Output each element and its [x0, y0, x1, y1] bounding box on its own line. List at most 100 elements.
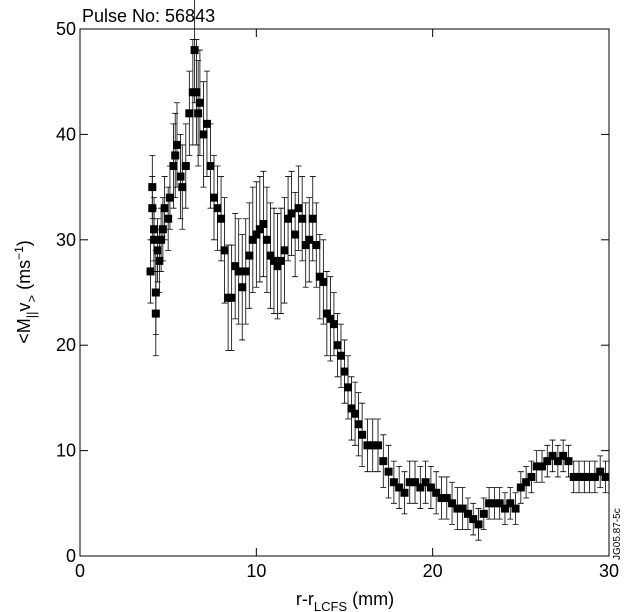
data-point [379, 457, 388, 466]
data-point [329, 320, 338, 329]
data-point [319, 277, 328, 286]
data-point [516, 483, 525, 492]
data-point [358, 430, 367, 439]
data-point [195, 98, 204, 107]
data-point [262, 235, 271, 244]
data-point [269, 256, 278, 265]
data-point [405, 478, 414, 487]
y-tick-label: 30 [56, 230, 76, 250]
y-axis-label: <M||v> (ms−1) [12, 240, 39, 344]
data-point [400, 488, 409, 497]
data-point [153, 246, 162, 255]
data-point [266, 251, 275, 260]
x-tick-label: 30 [599, 561, 619, 581]
data-point [580, 472, 589, 481]
data-point [432, 488, 441, 497]
data-point [448, 499, 457, 508]
data-point [171, 151, 180, 160]
data-point [469, 515, 478, 524]
data-point [333, 341, 342, 350]
data-point [559, 451, 568, 460]
data-point [416, 483, 425, 492]
data-point [241, 267, 250, 276]
data-point [347, 404, 356, 413]
data-point [164, 214, 173, 223]
data-point [231, 262, 240, 271]
x-tick-label: 20 [423, 561, 443, 581]
data-point [210, 193, 219, 202]
data-point [206, 162, 215, 171]
data-point [315, 272, 324, 281]
data-point [252, 230, 261, 239]
data-point [192, 88, 201, 97]
data-point [217, 214, 226, 223]
data-point [354, 420, 363, 429]
data-point [548, 451, 557, 460]
data-point [280, 246, 289, 255]
data-point [463, 509, 472, 518]
data-point [245, 251, 254, 260]
data-point [160, 204, 169, 213]
data-point [485, 499, 494, 508]
data-point [151, 309, 160, 318]
data-point [532, 462, 541, 471]
plot-frame [79, 28, 610, 557]
y-label-part: v [14, 303, 34, 312]
data-point [527, 472, 536, 481]
data-point [150, 235, 159, 244]
data-point [421, 478, 430, 487]
y-tick-label: 0 [66, 546, 76, 566]
data-point [277, 256, 286, 265]
data-point [259, 219, 268, 228]
data-point [172, 140, 181, 149]
data-point [157, 235, 166, 244]
data-point [287, 209, 296, 218]
data-point [220, 246, 229, 255]
data-point [368, 441, 377, 450]
data-point [305, 235, 314, 244]
data-point [340, 367, 349, 376]
x-label-part: r-r [296, 589, 314, 609]
data-point [479, 509, 488, 518]
data-point [213, 204, 222, 213]
data-point [389, 478, 398, 487]
data-point [590, 472, 599, 481]
data-point [601, 472, 610, 481]
data-point [585, 472, 594, 481]
x-tick-label: 10 [246, 561, 266, 581]
data-point [248, 235, 257, 244]
data-point [543, 457, 552, 466]
data-point [181, 162, 190, 171]
data-point [474, 520, 483, 529]
data-point [190, 46, 199, 55]
data-point [308, 214, 317, 223]
x-axis-label: r-rLCFS (mm) [296, 589, 394, 612]
data-point [522, 478, 531, 487]
data-point [199, 130, 208, 139]
y-label-part: <M [14, 318, 34, 344]
data-point [506, 499, 515, 508]
data-point [395, 483, 404, 492]
data-point [146, 267, 155, 276]
data-point [291, 230, 300, 239]
data-point [322, 309, 331, 318]
data-point [490, 499, 499, 508]
data-point [165, 193, 174, 202]
data-point [185, 109, 194, 118]
y-tick-label: 20 [56, 335, 76, 355]
data-point [312, 241, 321, 250]
data-point [351, 409, 360, 418]
y-tick-label: 40 [56, 124, 76, 144]
data-point [194, 109, 203, 118]
data-point [363, 441, 372, 450]
data-point [155, 256, 164, 265]
data-point [178, 183, 187, 192]
data-point [495, 499, 504, 508]
data-point [453, 504, 462, 513]
x-label-part: LCFS [314, 599, 348, 612]
data-point [553, 457, 562, 466]
data-point [569, 472, 578, 481]
data-point [301, 241, 310, 250]
